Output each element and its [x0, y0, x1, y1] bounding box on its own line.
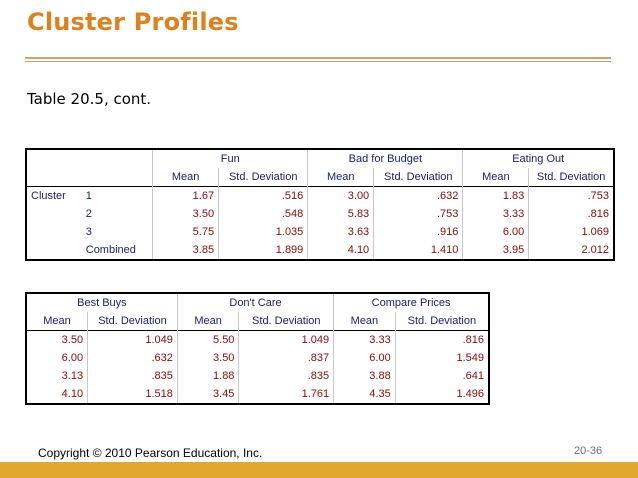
table-cell: .816 [394, 330, 490, 349]
table-cell: 1.049 [87, 330, 178, 349]
table-cell: .916 [373, 223, 463, 241]
row-label: 2 [85, 208, 92, 220]
table-cell: 4.10 [307, 241, 374, 261]
column-header: Std. Deviation [238, 312, 334, 331]
row-group-label [25, 241, 82, 261]
table-cell: 1.049 [238, 330, 334, 349]
column-header: Std. Deviation [218, 168, 308, 187]
table-row: Combined 3.85 1.899 4.10 1.410 3.95 2.01… [25, 241, 616, 261]
row-group-label: Cluster [25, 186, 82, 205]
table-row: 2 3.50 .548 5.83 .753 3.33 .816 [25, 205, 616, 223]
slide-number: 20-36 [574, 445, 603, 457]
table-group-header-row: Fun Bad for Budget Eating Out [25, 148, 616, 187]
table-caption: Table 20.5, cont. [27, 90, 152, 108]
cluster-profiles-table-1: Fun Bad for Budget Eating Out Mean Std. … [25, 148, 616, 261]
table-cell: 2.012 [528, 241, 616, 261]
table-cell: 1.496 [394, 385, 490, 405]
table-cell: .632 [373, 186, 463, 205]
table-cell: 5.83 [307, 205, 374, 223]
table-cell: 1.88 [176, 367, 239, 385]
bottom-accent-bar [0, 462, 638, 478]
column-header: Std. Deviation [87, 312, 178, 331]
table-cell: 3.50 [152, 205, 219, 223]
table-cell: .632 [87, 349, 178, 367]
table-subheader-row: Mean Std. Deviation Mean Std. Deviation … [25, 312, 490, 331]
group-header-dont-care: Don't Care [176, 292, 334, 312]
title-rule-thin [25, 61, 611, 62]
table-cell: .753 [528, 186, 616, 205]
table-cell: 4.35 [333, 385, 396, 405]
table-cell: 3.50 [176, 349, 239, 367]
table-cell: 1.549 [394, 349, 490, 367]
column-header: Mean [152, 168, 219, 187]
table-cell: 6.00 [462, 223, 529, 241]
column-header: Std. Deviation [528, 168, 616, 187]
table-cell: .835 [238, 367, 334, 385]
table-cell: .516 [218, 186, 308, 205]
group-header-bad-for-budget: Bad for Budget [307, 148, 463, 168]
table-cell: 1.761 [238, 385, 334, 405]
table-cell: 1.035 [218, 223, 308, 241]
table-row: Cluster 1 1.67 .516 3.00 .632 1.83 .753 [25, 186, 616, 205]
table-cell: 3.50 [25, 330, 88, 349]
table-cell: 4.10 [25, 385, 88, 405]
table-cell: .816 [528, 205, 616, 223]
table-cell: .753 [373, 205, 463, 223]
table-cell: 3.13 [25, 367, 88, 385]
column-header: Mean [176, 312, 239, 331]
row-group-label [25, 205, 82, 223]
table-cell: .837 [238, 349, 334, 367]
table-cell: 3.33 [462, 205, 529, 223]
column-header: Mean [307, 168, 374, 187]
table-row: 3.13 .835 1.88 .835 3.88 .641 [25, 367, 490, 385]
copyright-footer: Copyright © 2010 Pearson Education, Inc. [38, 446, 263, 460]
table-cell: 3.88 [333, 367, 396, 385]
table-cell: 3.95 [462, 241, 529, 261]
table-cell: 1.83 [462, 186, 529, 205]
row-label: Combined [81, 241, 153, 261]
table-row: 3 5.75 1.035 3.63 .916 6.00 1.069 [25, 223, 616, 241]
group-header-eating-out: Eating Out [462, 148, 616, 168]
table-cell: 1.67 [152, 186, 219, 205]
table-cell: 6.00 [333, 349, 396, 367]
table-cell: 5.50 [176, 330, 239, 349]
column-header: Mean [333, 312, 396, 331]
table-row: 3.50 1.049 5.50 1.049 3.33 .816 [25, 330, 490, 349]
title-rule [25, 57, 611, 59]
table-row: 4.10 1.518 3.45 1.761 4.35 1.496 [25, 385, 490, 405]
table-row: 6.00 .632 3.50 .837 6.00 1.549 [25, 349, 490, 367]
slide-title: Cluster Profiles [27, 8, 239, 36]
table-cell: 1.899 [218, 241, 308, 261]
group-header-best-buys: Best Buys [24, 292, 178, 312]
table-cell: 1.518 [87, 385, 178, 405]
table-cell: 5.75 [152, 223, 219, 241]
column-header: Mean [462, 168, 529, 187]
table-subheader-row: Mean Std. Deviation Mean Std. Deviation … [26, 168, 616, 187]
table-cell: 3.85 [152, 241, 219, 261]
row-label: 1 [81, 186, 153, 205]
table-cell: .641 [394, 367, 490, 385]
table-cell: 1.069 [528, 223, 616, 241]
group-header-compare-prices: Compare Prices [333, 292, 491, 312]
table-cell: 1.410 [373, 241, 463, 261]
column-header: Mean [25, 312, 88, 331]
table-cell: 6.00 [25, 349, 88, 367]
column-header: Std. Deviation [394, 312, 490, 331]
table-cell: 3.33 [333, 330, 396, 349]
table-cell: 3.45 [176, 385, 239, 405]
table-cell: 3.00 [307, 186, 374, 205]
table-cell: 3.63 [307, 223, 374, 241]
corner-cell [25, 148, 153, 187]
table-cell: .548 [218, 205, 308, 223]
cluster-profiles-table-2: Best Buys Don't Care Compare Prices Mean… [24, 292, 491, 405]
table-cell: .835 [87, 367, 178, 385]
group-header-fun: Fun [152, 148, 308, 168]
table-group-header-row: Best Buys Don't Care Compare Prices [24, 292, 491, 312]
row-group-label [25, 223, 82, 241]
column-header: Std. Deviation [373, 168, 463, 187]
row-label: 3 [85, 226, 92, 238]
